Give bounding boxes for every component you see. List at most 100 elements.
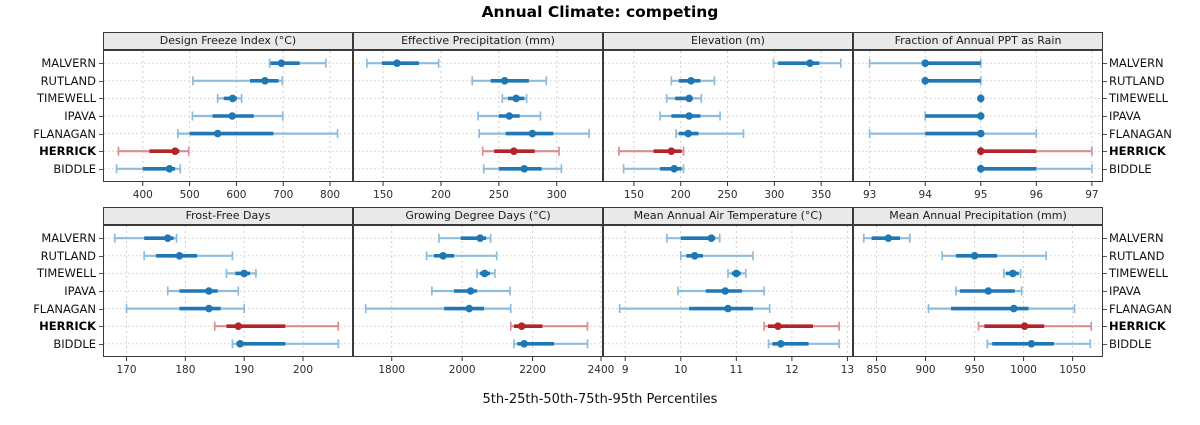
y-axis-tick xyxy=(99,134,103,135)
svg-text:850: 850 xyxy=(867,364,887,376)
panel-design-freeze-index: Design Freeze Index (°C) 400 500 600 700 800 xyxy=(103,32,353,203)
plot-mean-annual-precipitation: 850 900 950 1000 1050 xyxy=(853,225,1103,376)
panel-mean-annual-precipitation: Mean Annual Precipitation (mm) 850 900 950… xyxy=(853,207,1103,378)
svg-text:10: 10 xyxy=(674,364,687,376)
plot-design-freeze-index: 400 500 600 700 800 xyxy=(103,50,353,201)
site-label-malvern: MALVERN xyxy=(1109,56,1164,71)
svg-text:250: 250 xyxy=(718,189,738,201)
site-label-timewell: TIMEWELL xyxy=(1109,91,1169,106)
svg-text:900: 900 xyxy=(916,364,936,376)
y-axis-tick xyxy=(1103,273,1107,274)
svg-text:400: 400 xyxy=(133,189,153,201)
y-axis-tick xyxy=(99,98,103,99)
y-axis-tick xyxy=(1103,291,1107,292)
strip-header: Growing Degree Days (°C) xyxy=(353,207,603,225)
panel-mean-annual-air-temperature: Mean Annual Air Temperature (°C) 9 10 11 12… xyxy=(603,207,854,378)
svg-text:13: 13 xyxy=(841,364,854,376)
site-label-biddle: BIDDLE xyxy=(1109,161,1152,176)
site-label-malvern: MALVERN xyxy=(1109,231,1164,246)
plot-mean-annual-air-temperature: 9 10 11 12 13 xyxy=(603,225,854,376)
site-label-ipava: IPAVA xyxy=(64,284,96,298)
svg-text:95: 95 xyxy=(974,189,987,201)
svg-text:94: 94 xyxy=(919,189,933,201)
svg-text:97: 97 xyxy=(1085,189,1098,201)
svg-text:2400: 2400 xyxy=(588,364,615,376)
site-label-timewell: TIMEWELL xyxy=(1109,266,1169,281)
y-axis-tick xyxy=(1103,63,1107,64)
svg-text:600: 600 xyxy=(226,189,246,201)
svg-text:1800: 1800 xyxy=(378,364,405,376)
y-axis-tick xyxy=(1103,309,1107,310)
site-label-rutland: RUTLAND xyxy=(40,73,96,88)
site-label-herrick: HERRICK xyxy=(39,319,96,334)
y-axis-tick xyxy=(99,326,103,327)
panel-elevation: Elevation (m) 150 200 250 300 350 xyxy=(603,32,853,203)
strip-header: Mean Annual Precipitation (mm) xyxy=(853,207,1103,225)
y-axis-tick xyxy=(1103,134,1107,135)
site-label-rutland: RUTLAND xyxy=(1109,248,1165,263)
y-axis-tick xyxy=(99,291,103,292)
figure-title: Annual Climate: competing xyxy=(481,3,719,21)
y-axis-tick xyxy=(1103,238,1107,239)
site-label-flanagan: FLANAGAN xyxy=(1109,126,1172,141)
panel-effective-precipitation: Effective Precipitation (mm) 150 200 250 30… xyxy=(353,32,603,203)
site-label-herrick: HERRICK xyxy=(1109,144,1166,159)
plot-elevation: 150 200 250 300 350 xyxy=(603,50,853,201)
strip-header: Frost-Free Days xyxy=(103,207,353,225)
site-label-malvern: MALVERN xyxy=(41,231,96,246)
svg-text:190: 190 xyxy=(234,364,254,376)
site-label-biddle: BIDDLE xyxy=(1109,336,1152,351)
svg-text:2000: 2000 xyxy=(449,364,476,376)
strip-header: Effective Precipitation (mm) xyxy=(353,32,603,50)
panel-growing-degree-days: Growing Degree Days (°C) 1800 2000 2200 240… xyxy=(353,207,614,378)
svg-text:200: 200 xyxy=(431,189,451,201)
y-axis-tick xyxy=(99,238,103,239)
y-axis-tick xyxy=(1103,98,1107,99)
y-axis-tick xyxy=(1103,116,1107,117)
panel-fraction-ppt-rain: Fraction of Annual PPT as Rain 93 94 95 96 9… xyxy=(853,32,1103,203)
strip-header: Fraction of Annual PPT as Rain xyxy=(853,32,1103,50)
svg-text:2200: 2200 xyxy=(519,364,546,376)
svg-text:150: 150 xyxy=(373,189,393,201)
site-label-flanagan: FLANAGAN xyxy=(33,126,96,141)
site-label-herrick: HERRICK xyxy=(1109,319,1166,334)
y-axis-tick xyxy=(99,81,103,82)
y-axis-tick xyxy=(99,151,103,152)
y-axis-tick xyxy=(1103,169,1107,170)
figure-caption: 5th-25th-50th-75th-95th Percentiles xyxy=(482,392,718,407)
svg-text:96: 96 xyxy=(1030,189,1044,201)
y-axis-tick xyxy=(99,63,103,64)
svg-text:1050: 1050 xyxy=(1059,364,1086,376)
site-label-flanagan: FLANAGAN xyxy=(33,301,96,316)
site-label-ipava: IPAVA xyxy=(64,109,96,123)
svg-text:9: 9 xyxy=(622,364,629,376)
site-label-malvern: MALVERN xyxy=(41,56,96,71)
svg-text:170: 170 xyxy=(117,364,137,376)
svg-text:300: 300 xyxy=(764,189,784,201)
site-label-flanagan: FLANAGAN xyxy=(1109,301,1172,316)
y-axis-tick xyxy=(99,309,103,310)
site-label-biddle: BIDDLE xyxy=(53,336,96,351)
y-axis-tick xyxy=(99,116,103,117)
y-axis-tick xyxy=(1103,326,1107,327)
svg-text:350: 350 xyxy=(811,189,831,201)
svg-text:950: 950 xyxy=(965,364,985,376)
svg-text:700: 700 xyxy=(273,189,293,201)
y-axis-tick xyxy=(99,344,103,345)
svg-text:500: 500 xyxy=(180,189,200,201)
svg-text:12: 12 xyxy=(785,364,798,376)
site-label-herrick: HERRICK xyxy=(39,144,96,159)
y-axis-tick xyxy=(1103,344,1107,345)
site-label-timewell: TIMEWELL xyxy=(36,266,96,281)
site-label-biddle: BIDDLE xyxy=(53,161,96,176)
svg-text:93: 93 xyxy=(863,189,876,201)
site-label-rutland: RUTLAND xyxy=(1109,73,1165,88)
y-axis-tick xyxy=(99,273,103,274)
plot-effective-precipitation: 150 200 250 300 xyxy=(353,50,603,201)
y-axis-tick xyxy=(1103,81,1107,82)
site-label-ipava: IPAVA xyxy=(1109,109,1141,123)
site-label-ipava: IPAVA xyxy=(1109,284,1141,298)
svg-text:180: 180 xyxy=(175,364,195,376)
y-axis-tick xyxy=(1103,151,1107,152)
